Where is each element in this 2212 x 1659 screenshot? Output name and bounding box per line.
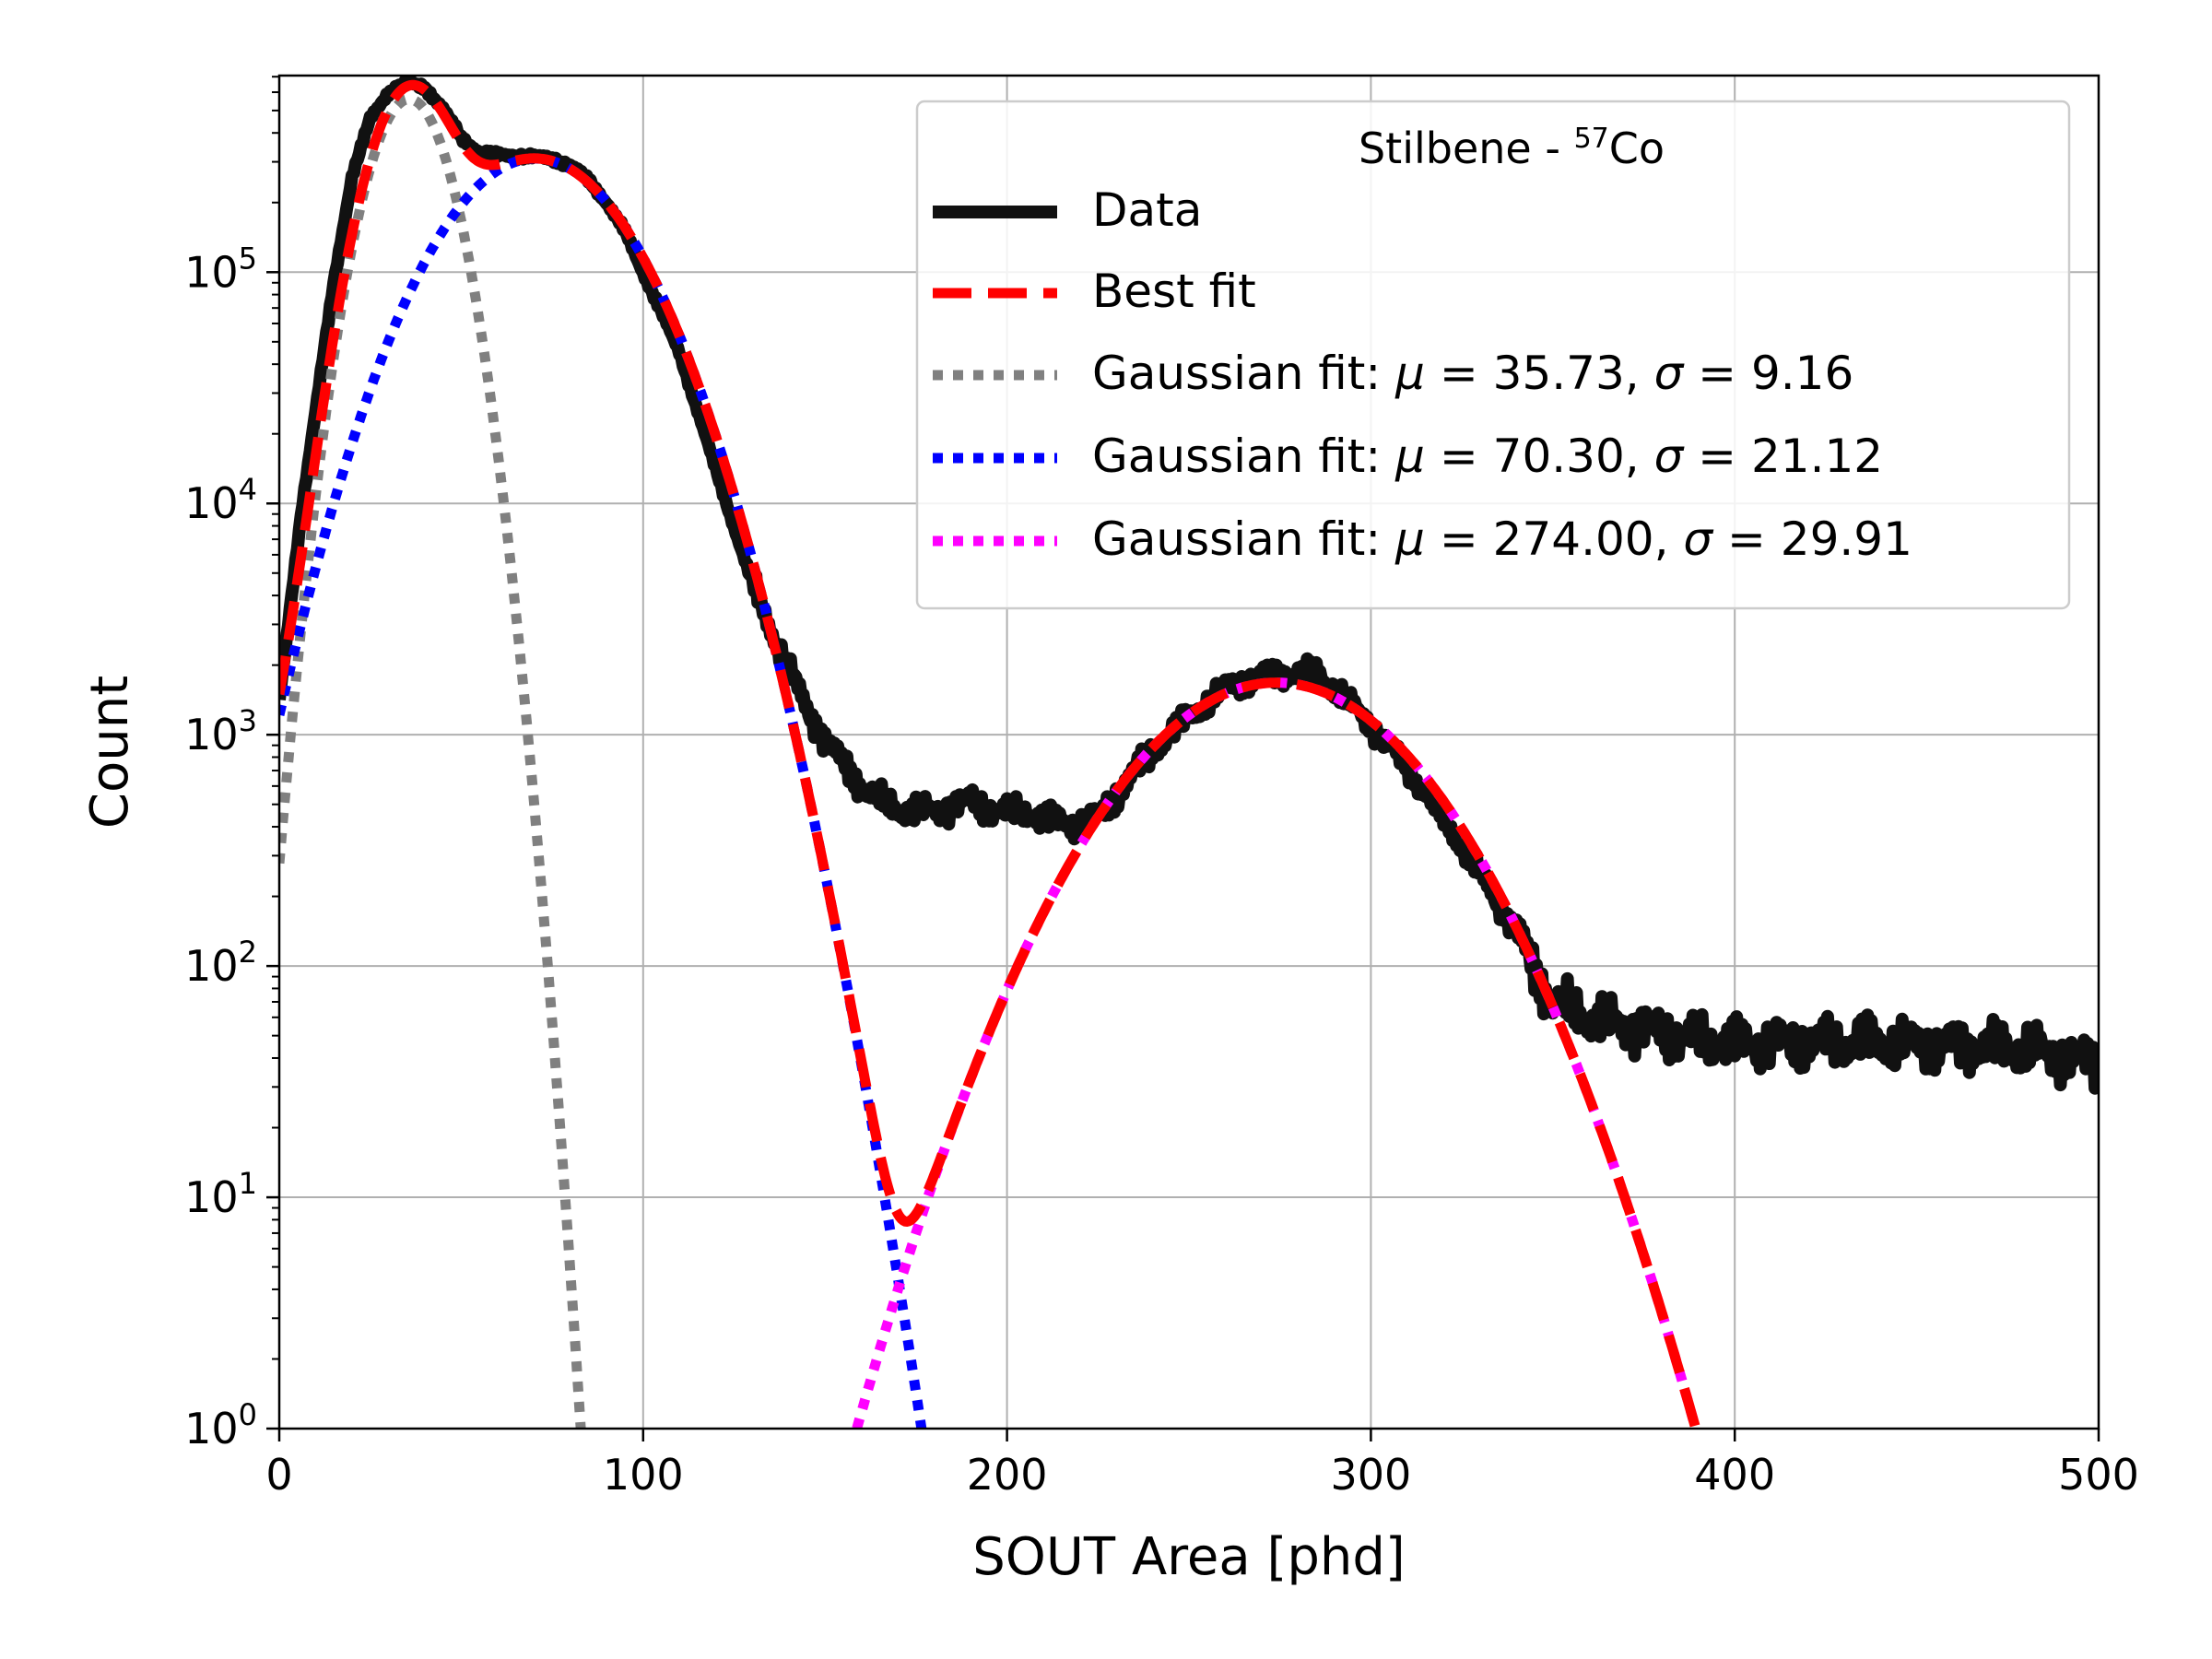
legend-title-prefix: Stilbene -: [1359, 124, 1574, 173]
plot-area: [279, 76, 2099, 1429]
y-axis-ticks: 100 101 102 103 104 105: [184, 76, 279, 1453]
x-tick-label: 0: [265, 1450, 292, 1500]
legend-title-element: Co: [1609, 124, 1665, 173]
y-tick-label: 102: [184, 935, 257, 991]
gaussian-fit-3-line: [851, 677, 1701, 1429]
legend-label-best: Best fit: [1092, 265, 1256, 318]
best-fit-line: [279, 79, 1701, 1429]
gaussian-fit-1-line: [279, 94, 586, 1429]
y-tick-label: 100: [184, 1397, 257, 1453]
x-tick-label: 400: [1694, 1450, 1775, 1500]
legend-box: [915, 100, 2071, 610]
legend-label-g1: Gaussian fit: μ = 35.73, σ = 9.16: [1092, 347, 1853, 400]
legend-label-g3: Gaussian fit: μ = 274.00, σ = 29.91: [1092, 512, 1912, 566]
y-tick-label: 104: [184, 472, 257, 528]
legend-title-isotope-mass: 57: [1574, 123, 1609, 155]
legend-entries: Data Best fit Gaussian fit: μ = 35.73, σ =…: [933, 183, 1912, 566]
y-tick-label: 103: [184, 703, 257, 759]
y-tick-label: 105: [184, 241, 257, 297]
legend-label-data: Data: [1092, 183, 1202, 237]
x-tick-label: 200: [967, 1450, 1048, 1500]
y-tick-label: 101: [184, 1166, 257, 1222]
x-tick-label: 500: [2058, 1450, 2139, 1500]
legend: Stilbene - 57Co Data Best fit Gaussian fit…: [915, 100, 2071, 610]
x-tick-label: 100: [603, 1450, 684, 1500]
axes-frame: [277, 74, 2100, 1430]
legend-title: Stilbene - 57Co: [1359, 123, 1665, 174]
x-axis-ticks: 0 100 200 300 400 500: [265, 1429, 2139, 1500]
legend-label-g2: Gaussian fit: μ = 70.30, σ = 21.12: [1092, 429, 1883, 483]
y-axis-label: Count: [80, 676, 140, 829]
x-axis-label: SOUT Area [phd]: [972, 1527, 1406, 1587]
x-tick-label: 300: [1330, 1450, 1411, 1500]
